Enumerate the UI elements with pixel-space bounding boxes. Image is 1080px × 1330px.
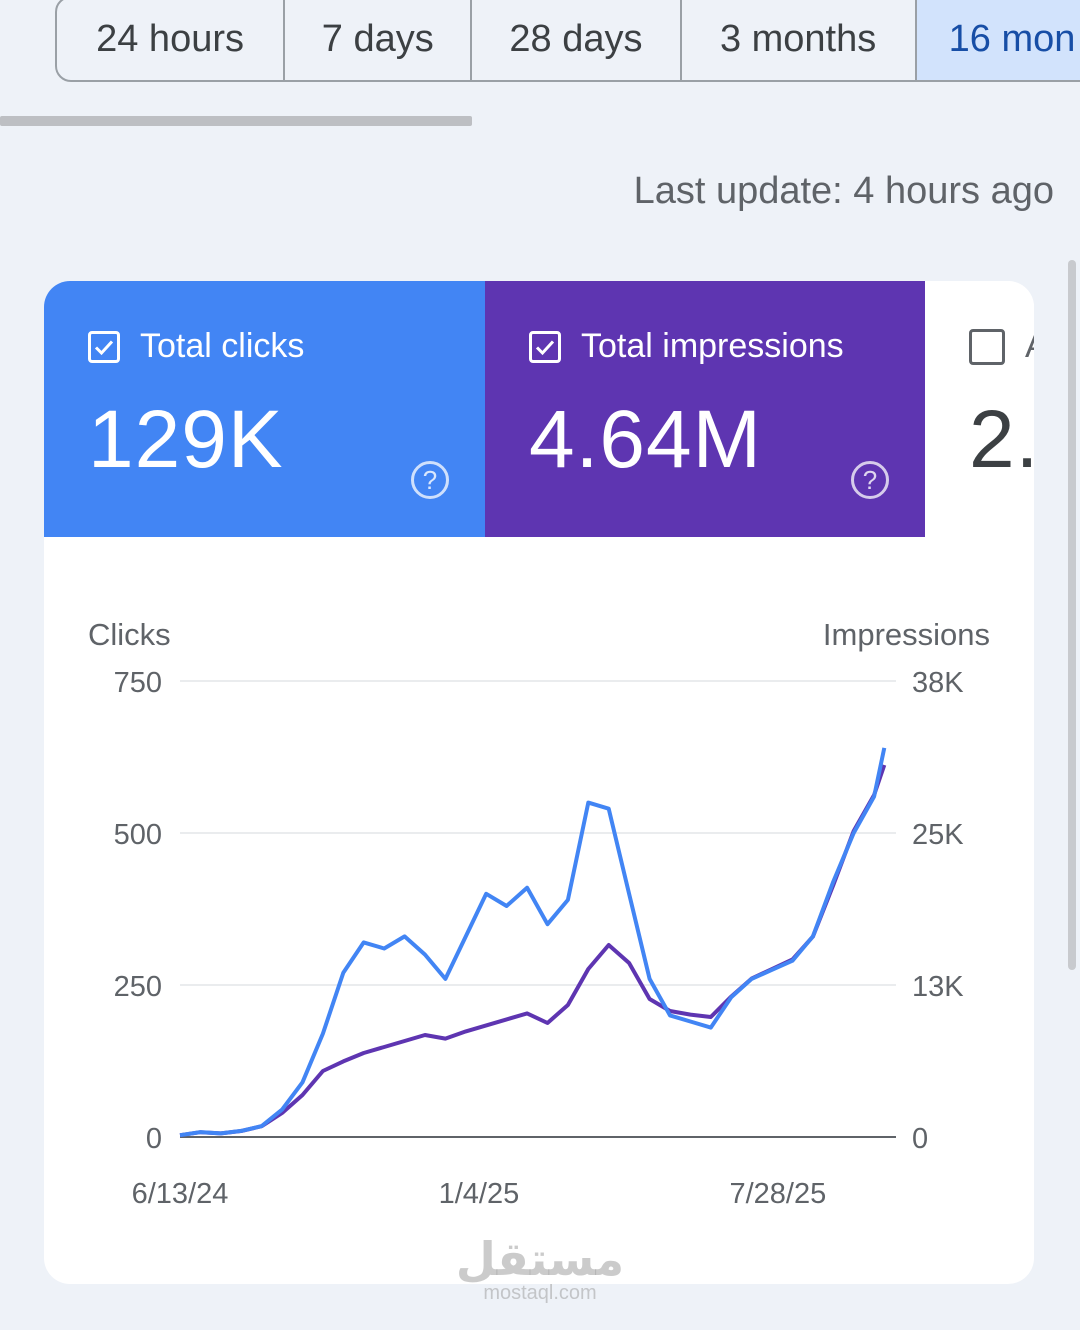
checkbox-checked-icon[interactable] <box>529 330 561 363</box>
left-tick-label: 500 <box>114 819 162 851</box>
right-axis-title: Impressions <box>823 617 990 652</box>
metric-label-row: Total impressions <box>529 327 844 366</box>
vertical-scrollbar[interactable] <box>1068 260 1076 970</box>
right-tick-label: 0 <box>912 1123 928 1155</box>
right-tick-label: 13K <box>912 971 964 1003</box>
help-icon[interactable]: ? <box>851 461 889 499</box>
metric-value: 4.64M <box>529 394 762 485</box>
watermark-latin: mostaql.com <box>483 1282 597 1304</box>
watermark-logo: مستقل mostaql.com <box>0 1232 1080 1305</box>
metric-value: 129K <box>88 394 284 485</box>
tab-28-days[interactable]: 28 days <box>472 0 682 80</box>
metric-label-row: Total clicks <box>88 327 304 366</box>
watermark-arabic: مستقل <box>455 1232 625 1286</box>
tab-16-months[interactable]: 16 mon <box>916 0 1080 80</box>
right-tick-label: 25K <box>912 819 964 851</box>
tab-24-hours[interactable]: 24 hours <box>57 0 286 80</box>
left-tick-label: 0 <box>146 1123 162 1155</box>
left-tick-label: 250 <box>114 971 162 1003</box>
metric-value: 2. <box>969 394 1034 485</box>
last-update-text: Last update: 4 hours ago <box>633 170 1054 212</box>
metric-total-impressions[interactable]: Total impressions 4.64M ? <box>485 281 925 537</box>
left-tick-label: 750 <box>114 667 162 699</box>
series-line-clicks <box>179 747 887 1138</box>
metric-label: Total impressions <box>581 327 844 365</box>
metric-label: Total clicks <box>140 327 305 365</box>
performance-card: Total clicks 129K ? Total impressions 4.… <box>44 281 1034 1284</box>
checkbox-unchecked-icon[interactable] <box>969 328 1005 365</box>
date-range-tabs: 24 hours 7 days 28 days 3 months 16 mon <box>55 0 1080 82</box>
right-tick-label: 38K <box>912 667 964 699</box>
x-tick-label: 1/4/25 <box>439 1178 520 1210</box>
checkbox-checked-icon[interactable] <box>88 330 120 363</box>
tab-3-months[interactable]: 3 months <box>682 0 917 80</box>
x-tick-label: 6/13/24 <box>132 1178 229 1210</box>
performance-chart: 0 0 250 13K 500 25K 750 38K 6/13/24 1/4/25 7/28/25… <box>88 617 990 1210</box>
metric-label: A <box>1025 327 1034 366</box>
metric-total-clicks[interactable]: Total clicks 129K ? <box>44 281 485 537</box>
series-line-impressions <box>179 764 887 1138</box>
metric-average-ctr[interactable]: A 2. <box>925 281 1034 537</box>
help-icon[interactable]: ? <box>411 461 449 499</box>
left-axis-title: Clicks <box>88 617 171 652</box>
tab-7-days[interactable]: 7 days <box>285 0 473 80</box>
horizontal-scrollbar[interactable] <box>0 116 472 126</box>
x-tick-label: 7/28/25 <box>729 1178 826 1210</box>
metric-label-row: A <box>969 327 1034 366</box>
